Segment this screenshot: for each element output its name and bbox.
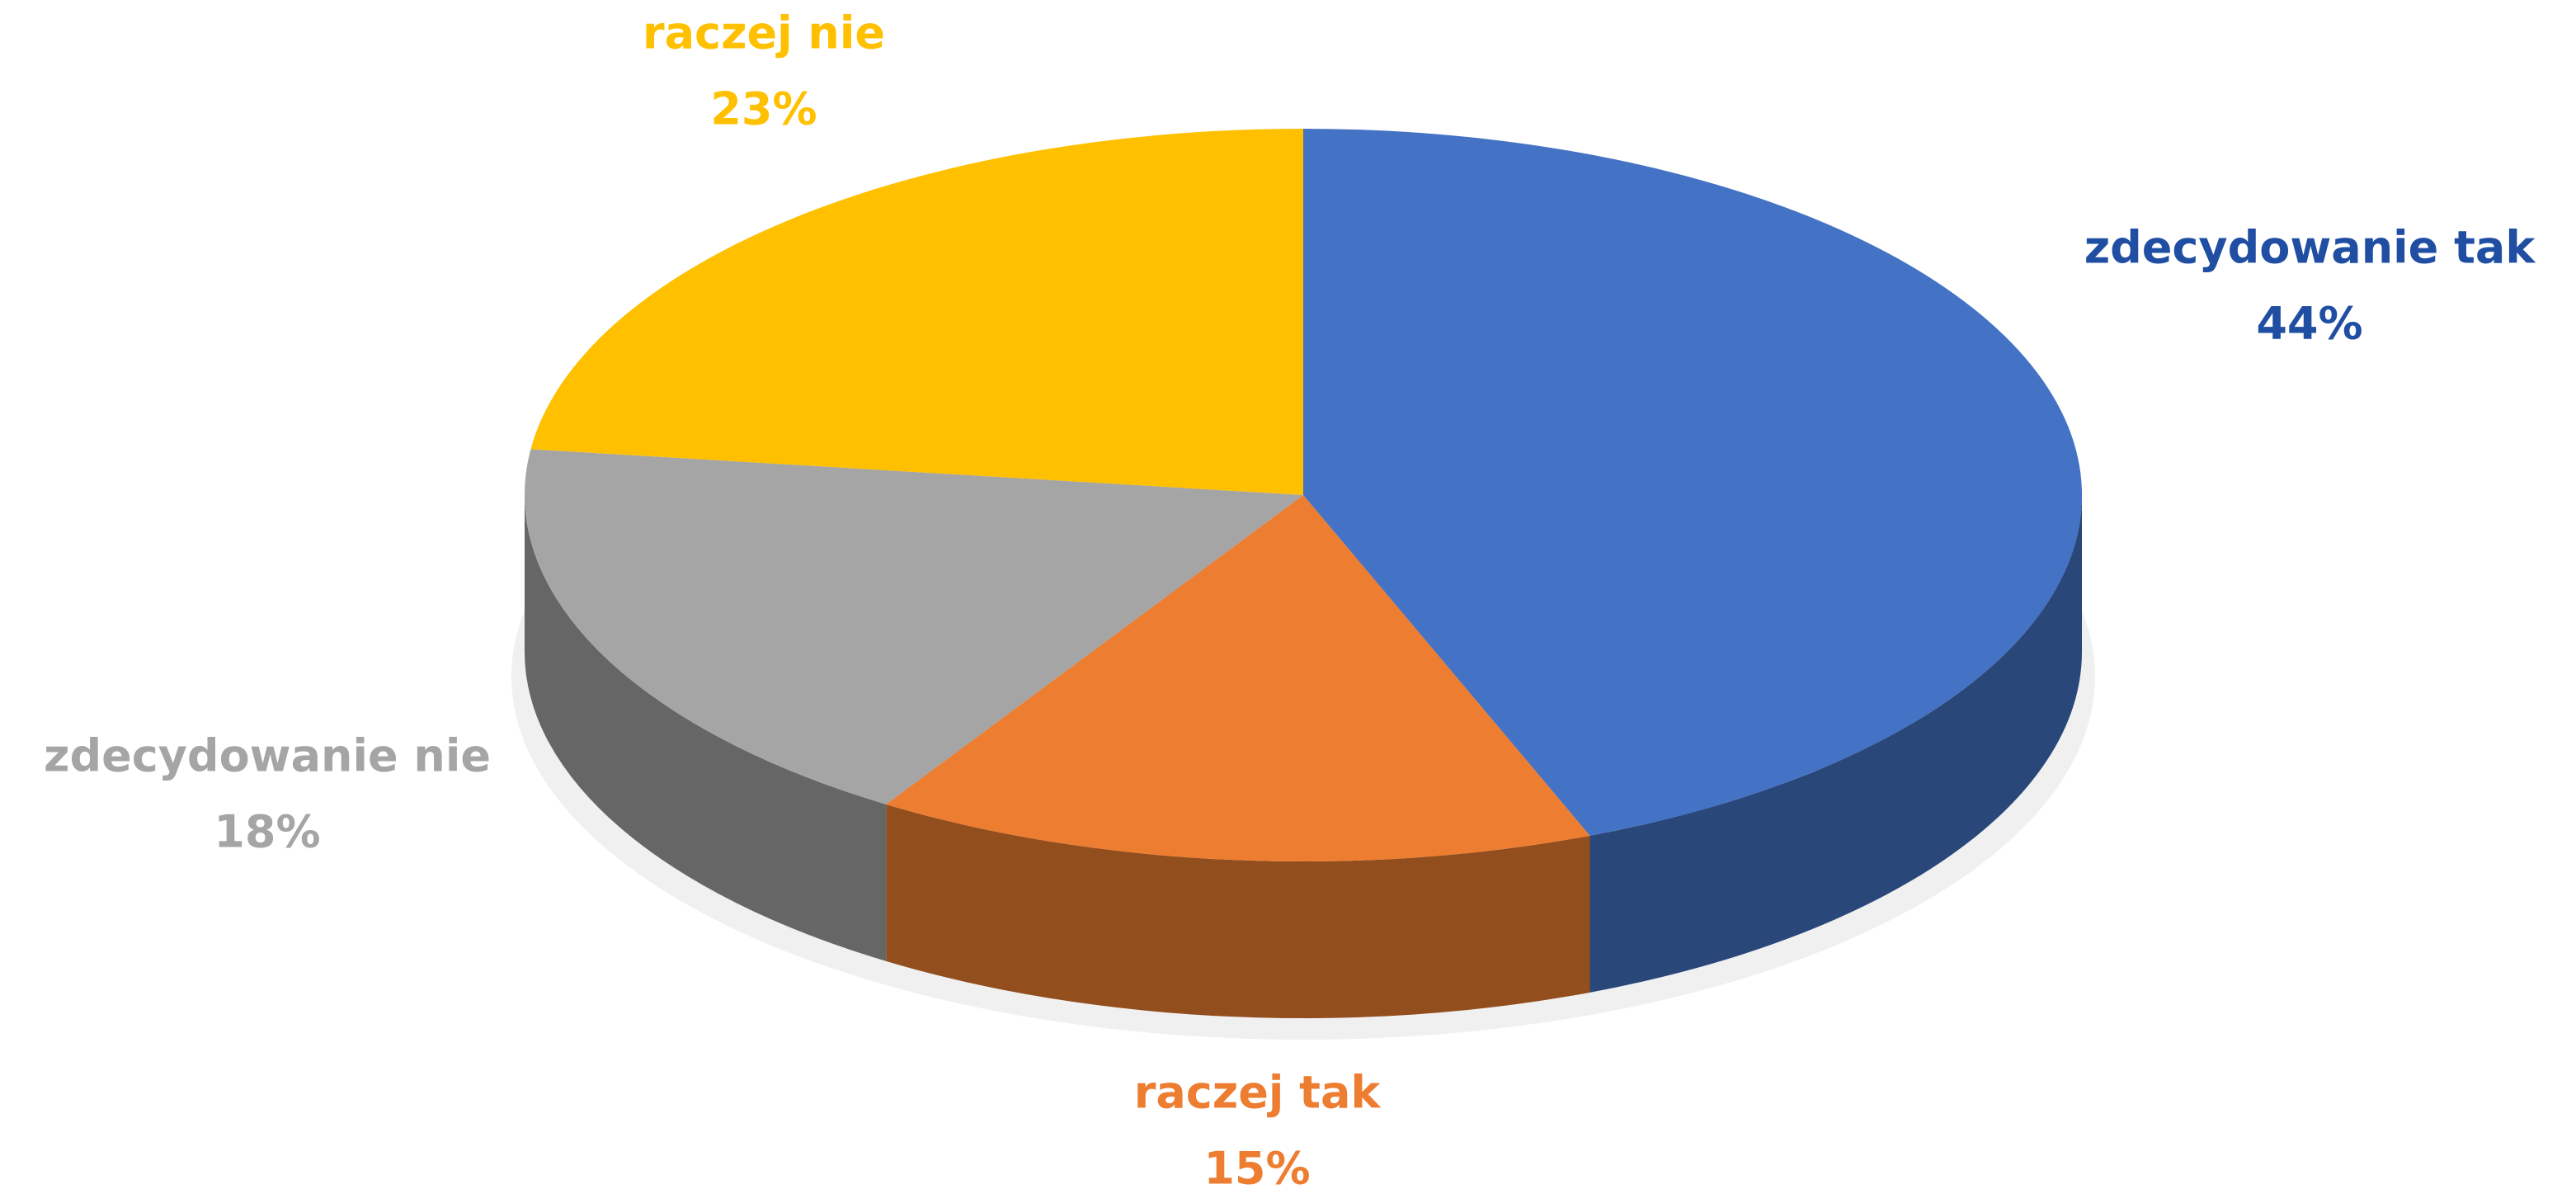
data-label-name: zdecydowanie tak [2084,222,2536,274]
slice [524,449,1303,804]
slice [530,129,1303,495]
slice-side [886,804,1590,1018]
slice [1303,129,2083,836]
slice [886,495,1590,861]
data-label-value: 44% [2256,298,2362,350]
data-label-value: 23% [710,83,817,135]
data-label-value: 18% [214,806,320,858]
data-label-name: zdecydowanie nie [44,730,491,782]
data-label-name: raczej tak [1134,1067,1382,1119]
data-label-name: raczej nie [643,7,885,59]
data-label-value: 15% [1203,1143,1310,1189]
slice-side [1589,495,2082,993]
slice-side [525,495,887,961]
